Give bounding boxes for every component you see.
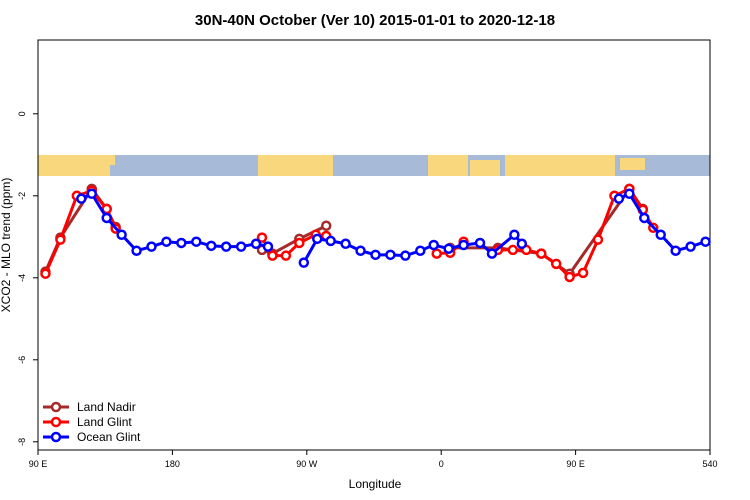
point bbox=[700, 236, 711, 247]
point bbox=[235, 241, 247, 252]
legend-marker bbox=[50, 401, 62, 413]
point bbox=[458, 239, 469, 251]
point bbox=[298, 257, 310, 268]
point bbox=[294, 237, 305, 249]
y-axis-label: XCO2 - MLO trend (ppm) bbox=[0, 178, 13, 313]
point bbox=[40, 268, 51, 279]
point bbox=[415, 245, 426, 256]
point bbox=[613, 193, 625, 204]
point bbox=[400, 250, 411, 261]
point bbox=[55, 234, 66, 245]
series-line bbox=[44, 187, 655, 279]
point bbox=[256, 232, 268, 243]
legend-marker bbox=[50, 416, 62, 428]
point bbox=[312, 233, 323, 245]
point bbox=[624, 188, 635, 199]
point bbox=[670, 245, 681, 256]
point bbox=[325, 235, 336, 247]
point bbox=[176, 237, 187, 249]
map-strip bbox=[38, 155, 710, 176]
legend-label: Land Glint bbox=[77, 415, 132, 429]
point bbox=[516, 238, 528, 250]
legend-marker bbox=[50, 431, 62, 443]
y-tick-label: -6 bbox=[17, 356, 27, 364]
x-tick-label: 90 E bbox=[29, 459, 48, 469]
point bbox=[355, 245, 366, 256]
point bbox=[116, 229, 127, 240]
point bbox=[131, 245, 142, 256]
point bbox=[320, 220, 332, 231]
x-tick-label: 90 W bbox=[296, 459, 318, 469]
point bbox=[161, 236, 172, 247]
point bbox=[101, 212, 112, 224]
x-tick-label: 90 E bbox=[566, 459, 585, 469]
point bbox=[220, 241, 232, 252]
x-tick-label: 0 bbox=[439, 459, 444, 469]
y-tick-label: -8 bbox=[17, 438, 27, 446]
x-tick-label: 540 bbox=[702, 459, 717, 469]
point bbox=[76, 193, 87, 204]
legend-label: Land Nadir bbox=[77, 400, 136, 414]
point bbox=[443, 243, 454, 254]
point bbox=[86, 188, 98, 199]
point bbox=[191, 236, 202, 247]
point bbox=[507, 244, 519, 256]
x-tick-label: 180 bbox=[165, 459, 180, 469]
legend-label: Ocean Glint bbox=[77, 430, 141, 444]
point bbox=[146, 241, 157, 252]
point bbox=[592, 234, 604, 245]
point bbox=[685, 241, 696, 252]
point bbox=[205, 240, 217, 252]
point bbox=[431, 248, 442, 259]
y-tick-label: -2 bbox=[17, 192, 27, 200]
point bbox=[564, 271, 575, 283]
point bbox=[250, 238, 262, 250]
point bbox=[428, 239, 439, 251]
chart-title: 30N-40N October (Ver 10) 2015-01-01 to 2… bbox=[195, 12, 555, 29]
point bbox=[267, 250, 278, 261]
point bbox=[262, 241, 274, 252]
point bbox=[577, 267, 589, 279]
plot-frame bbox=[37, 39, 711, 451]
point bbox=[536, 248, 547, 259]
point bbox=[639, 212, 650, 224]
point bbox=[280, 250, 292, 261]
point bbox=[370, 249, 381, 261]
point bbox=[486, 248, 498, 259]
point bbox=[655, 229, 666, 240]
point bbox=[385, 249, 396, 261]
y-tick-label: -4 bbox=[17, 274, 27, 282]
point bbox=[509, 229, 520, 240]
point bbox=[550, 258, 562, 270]
point bbox=[340, 238, 351, 250]
point bbox=[474, 237, 486, 249]
y-tick-label: 0 bbox=[17, 111, 27, 116]
x-axis-label: Longitude bbox=[349, 477, 402, 491]
